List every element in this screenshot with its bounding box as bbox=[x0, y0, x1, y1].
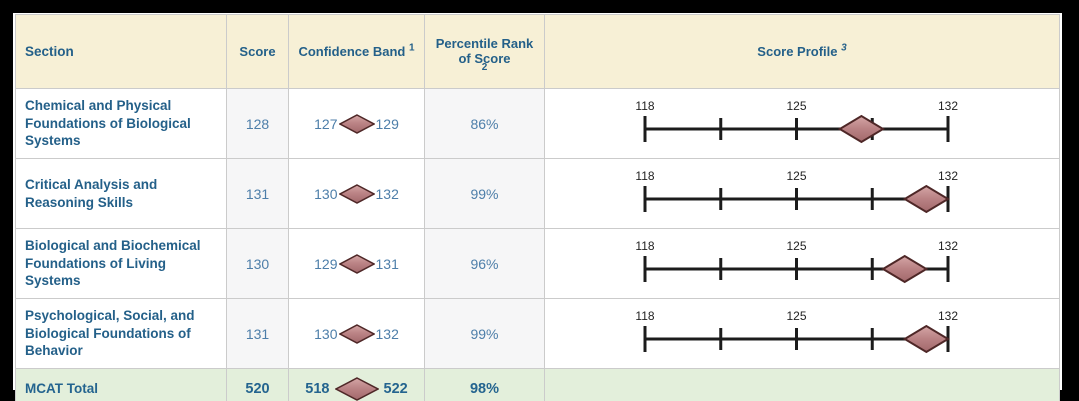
svg-text:132: 132 bbox=[937, 169, 957, 183]
section-score: 131 bbox=[226, 298, 289, 369]
total-row: MCAT Total 520 518 522 98% bbox=[15, 368, 1060, 401]
column-header-score: Score bbox=[226, 14, 289, 89]
band-high: 132 bbox=[375, 325, 399, 342]
band-low: 518 bbox=[305, 381, 330, 397]
svg-text:118: 118 bbox=[635, 239, 654, 253]
svg-text:118: 118 bbox=[635, 169, 654, 183]
header-label: Section bbox=[25, 44, 74, 59]
band-low: 127 bbox=[314, 115, 338, 132]
score-profile-chart: 118 125 132 bbox=[544, 158, 1060, 229]
section-name: Critical Analysis and Reasoning Skills bbox=[15, 158, 227, 229]
score-profile-axis: 118 125 132 bbox=[550, 89, 1055, 153]
confidence-band-value: 518 522 bbox=[305, 377, 408, 401]
score-profile-chart: 118 125 132 bbox=[544, 88, 1060, 159]
total-label: MCAT Total bbox=[15, 368, 227, 401]
svg-text:125: 125 bbox=[786, 239, 806, 253]
footnote-marker: 1 bbox=[408, 42, 415, 54]
table-header-row: Section Score Confidence Band 1 Percenti… bbox=[15, 14, 1060, 89]
total-confidence-band: 518 522 bbox=[288, 368, 425, 401]
total-score: 520 bbox=[226, 368, 289, 401]
footnote-marker: 3 bbox=[841, 42, 847, 54]
svg-text:132: 132 bbox=[937, 99, 957, 113]
total-percentile-rank: 98% bbox=[424, 368, 545, 401]
band-high: 129 bbox=[375, 115, 399, 132]
svg-text:125: 125 bbox=[786, 309, 806, 323]
section-score: 131 bbox=[226, 158, 289, 229]
table-row: Biological and Biochemical Foundations o… bbox=[15, 228, 1060, 299]
confidence-diamond-icon bbox=[334, 377, 379, 401]
confidence-diamond-icon bbox=[338, 323, 375, 344]
total-score-profile-empty bbox=[544, 368, 1060, 401]
table-row: Chemical and Physical Foundations of Bio… bbox=[15, 88, 1060, 159]
column-header-percentile-rank: Percentile Rank of Score 2 bbox=[424, 14, 545, 89]
score-profile-axis: 118 125 132 bbox=[550, 159, 1055, 223]
header-label: Percentile Rank of Score bbox=[435, 35, 534, 66]
svg-text:125: 125 bbox=[786, 169, 806, 183]
svg-text:125: 125 bbox=[786, 99, 806, 113]
confidence-band-value: 129 131 bbox=[314, 253, 399, 274]
table-row: Psychological, Social, and Biological Fo… bbox=[15, 298, 1060, 369]
header-label: Score Profile bbox=[757, 44, 838, 59]
column-header-section: Section bbox=[15, 14, 227, 89]
score-profile-chart: 118 125 132 bbox=[544, 228, 1060, 299]
section-name: Biological and Biochemical Foundations o… bbox=[15, 228, 227, 299]
section-score: 130 bbox=[226, 228, 289, 299]
column-header-confidence-band: Confidence Band 1 bbox=[288, 14, 425, 89]
score-report-page: Section Score Confidence Band 1 Percenti… bbox=[13, 13, 1062, 401]
table-row: Critical Analysis and Reasoning Skills 1… bbox=[15, 158, 1060, 229]
score-profile-chart: 118 125 132 bbox=[544, 298, 1060, 369]
score-profile-axis: 118 125 132 bbox=[550, 229, 1055, 293]
section-name: Chemical and Physical Foundations of Bio… bbox=[15, 88, 227, 159]
confidence-diamond-icon bbox=[338, 253, 375, 274]
header-label: Score bbox=[239, 44, 276, 59]
percentile-rank: 96% bbox=[424, 228, 545, 299]
score-report-table: Section Score Confidence Band 1 Percenti… bbox=[15, 14, 1060, 401]
band-low: 130 bbox=[314, 325, 338, 342]
svg-text:118: 118 bbox=[635, 309, 654, 323]
svg-text:132: 132 bbox=[937, 239, 957, 253]
band-high: 132 bbox=[375, 185, 399, 202]
score-profile-axis: 118 125 132 bbox=[550, 299, 1055, 363]
section-name: Psychological, Social, and Biological Fo… bbox=[15, 298, 227, 369]
svg-text:118: 118 bbox=[635, 99, 654, 113]
confidence-band-value: 130 132 bbox=[314, 323, 399, 344]
confidence-band: 130 132 bbox=[288, 158, 425, 229]
section-score: 128 bbox=[226, 88, 289, 159]
confidence-band: 129 131 bbox=[288, 228, 425, 299]
header-label: Confidence Band bbox=[298, 44, 406, 59]
percentile-rank: 86% bbox=[424, 88, 545, 159]
band-low: 130 bbox=[314, 185, 338, 202]
band-high: 522 bbox=[383, 381, 408, 397]
confidence-diamond-icon bbox=[338, 183, 375, 204]
column-header-score-profile: Score Profile 3 bbox=[544, 14, 1060, 89]
band-low: 129 bbox=[314, 255, 338, 272]
percentile-rank: 99% bbox=[424, 298, 545, 369]
confidence-band: 130 132 bbox=[288, 298, 425, 369]
band-high: 131 bbox=[375, 255, 399, 272]
confidence-band-value: 127 129 bbox=[314, 113, 399, 134]
confidence-band-value: 130 132 bbox=[314, 183, 399, 204]
confidence-band: 127 129 bbox=[288, 88, 425, 159]
svg-text:132: 132 bbox=[937, 309, 957, 323]
confidence-diamond-icon bbox=[338, 113, 375, 134]
percentile-rank: 99% bbox=[424, 158, 545, 229]
